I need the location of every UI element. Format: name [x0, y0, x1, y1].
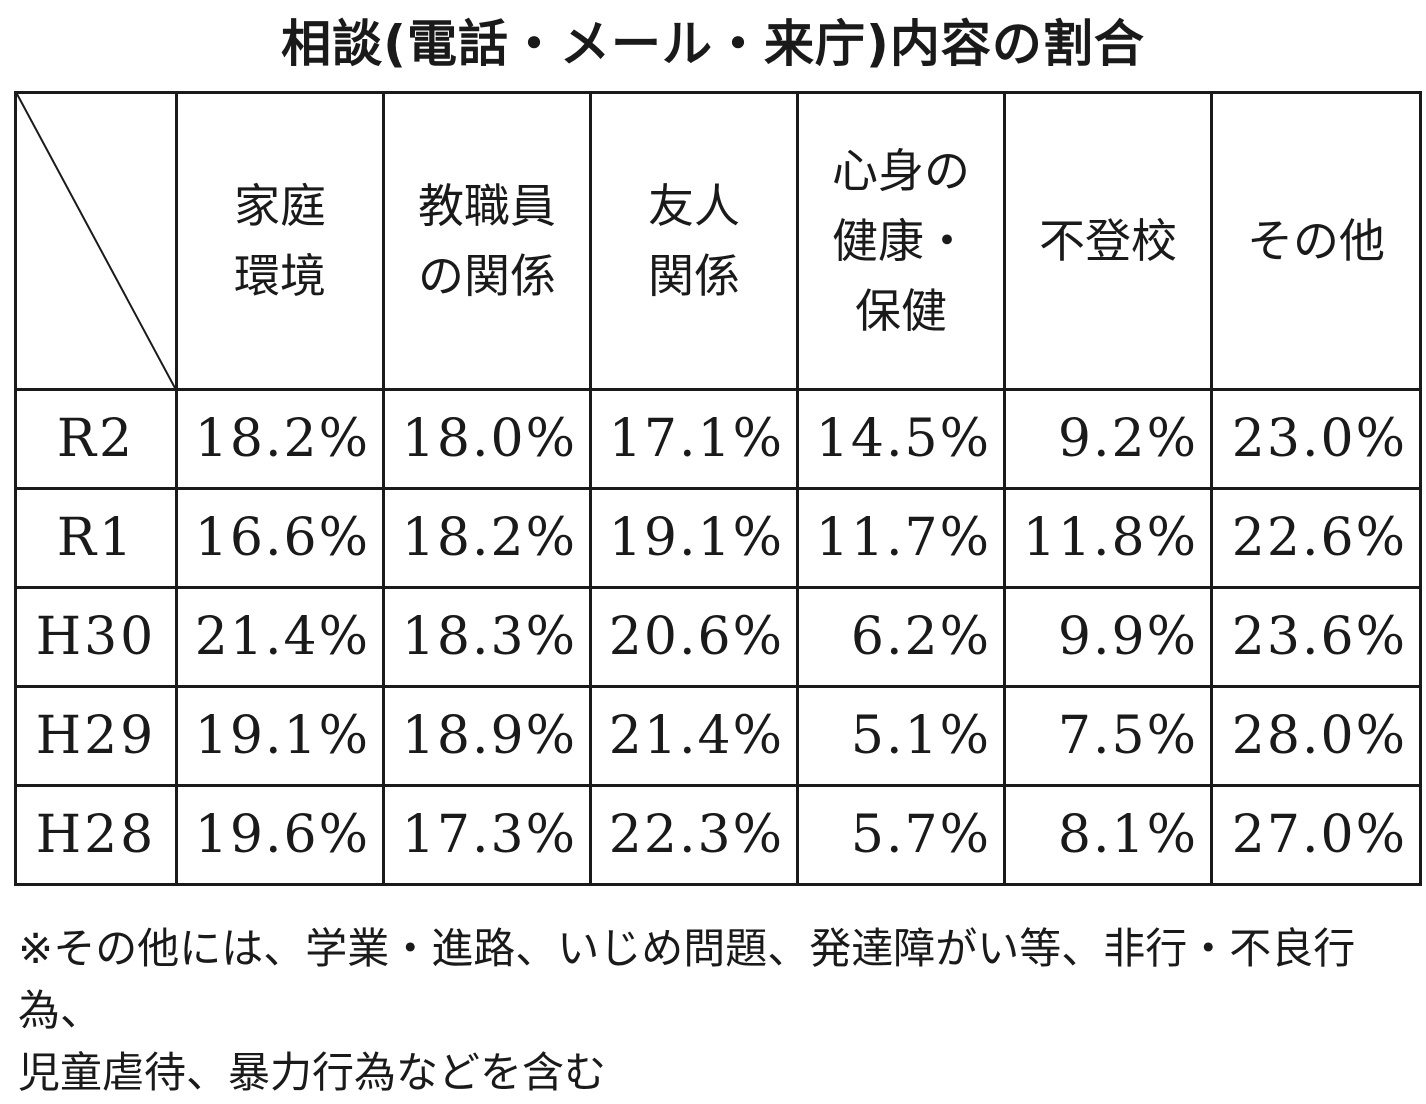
- column-header: 教職員 の関係: [382, 91, 592, 391]
- header-row: 家庭 環境 教職員 の関係 友人 関係 心身の 健康・ 保健 不登校 その他: [14, 91, 1422, 391]
- column-header: 家庭 環境: [175, 91, 385, 391]
- table-cell: 23.0%: [1210, 388, 1422, 490]
- table-cell: 18.2%: [382, 487, 592, 589]
- corner-cell: [14, 91, 178, 391]
- table-row: H28 19.6% 17.3% 22.3% 5.7% 8.1% 27.0%: [14, 784, 1422, 886]
- row-label: H28: [14, 784, 178, 886]
- table-cell: 8.1%: [1003, 784, 1213, 886]
- table-row: R1 16.6% 18.2% 19.1% 11.7% 11.8% 22.6%: [14, 487, 1422, 589]
- table-cell: 19.6%: [175, 784, 385, 886]
- table-title: 相談(電話・メール・来庁)内容の割合: [281, 15, 1145, 73]
- table-cell: 19.1%: [175, 685, 385, 787]
- table-cell: 11.8%: [1003, 487, 1213, 589]
- table-cell: 7.5%: [1003, 685, 1213, 787]
- row-label: R1: [14, 487, 178, 589]
- table-cell: 18.3%: [382, 586, 592, 688]
- table-cell: 14.5%: [796, 388, 1006, 490]
- table-cell: 5.7%: [796, 784, 1006, 886]
- table-cell: 16.6%: [175, 487, 385, 589]
- table-cell: 5.1%: [796, 685, 1006, 787]
- table-cell: 19.1%: [589, 487, 799, 589]
- table-cell: 27.0%: [1210, 784, 1422, 886]
- row-label: H30: [14, 586, 178, 688]
- row-label: R2: [14, 388, 178, 490]
- table-cell: 18.2%: [175, 388, 385, 490]
- table-cell: 18.9%: [382, 685, 592, 787]
- column-header: 友人 関係: [589, 91, 799, 391]
- table-cell: 18.0%: [382, 388, 592, 490]
- table-cell: 17.1%: [589, 388, 799, 490]
- column-header: 心身の 健康・ 保健: [796, 91, 1006, 391]
- column-header: 不登校: [1003, 91, 1213, 391]
- table-cell: 17.3%: [382, 784, 592, 886]
- diagonal-divider: [17, 94, 175, 388]
- footnote-line: ※その他には、学業・進路、いじめ問題、発達障がい等、非行・不良行為、: [18, 924, 1356, 1035]
- table-cell: 21.4%: [175, 586, 385, 688]
- table-row: R2 18.2% 18.0% 17.1% 14.5% 9.2% 23.0%: [14, 388, 1422, 490]
- table-cell: 23.6%: [1210, 586, 1422, 688]
- table-row: H30 21.4% 18.3% 20.6% 6.2% 9.9% 23.6%: [14, 586, 1422, 688]
- column-header: その他: [1210, 91, 1422, 391]
- table-cell: 20.6%: [589, 586, 799, 688]
- table-cell: 22.3%: [589, 784, 799, 886]
- row-label: H29: [14, 685, 178, 787]
- table-cell: 11.7%: [796, 487, 1006, 589]
- footnote-line: 児童虐待、暴力行為などを含む: [18, 1048, 607, 1097]
- table-cell: 6.2%: [796, 586, 1006, 688]
- table-cell: 9.2%: [1003, 388, 1213, 490]
- data-table: 家庭 環境 教職員 の関係 友人 関係 心身の 健康・ 保健 不登校 その他 R2 18.…: [14, 91, 1422, 886]
- table-cell: 21.4%: [589, 685, 799, 787]
- table-row: H29 19.1% 18.9% 21.4% 5.1% 7.5% 28.0%: [14, 685, 1422, 787]
- table-cell: 9.9%: [1003, 586, 1213, 688]
- table-cell: 28.0%: [1210, 685, 1422, 787]
- table-cell: 22.6%: [1210, 487, 1422, 589]
- footnote: ※その他には、学業・進路、いじめ問題、発達障がい等、非行・不良行為、 児童虐待、…: [18, 918, 1418, 1104]
